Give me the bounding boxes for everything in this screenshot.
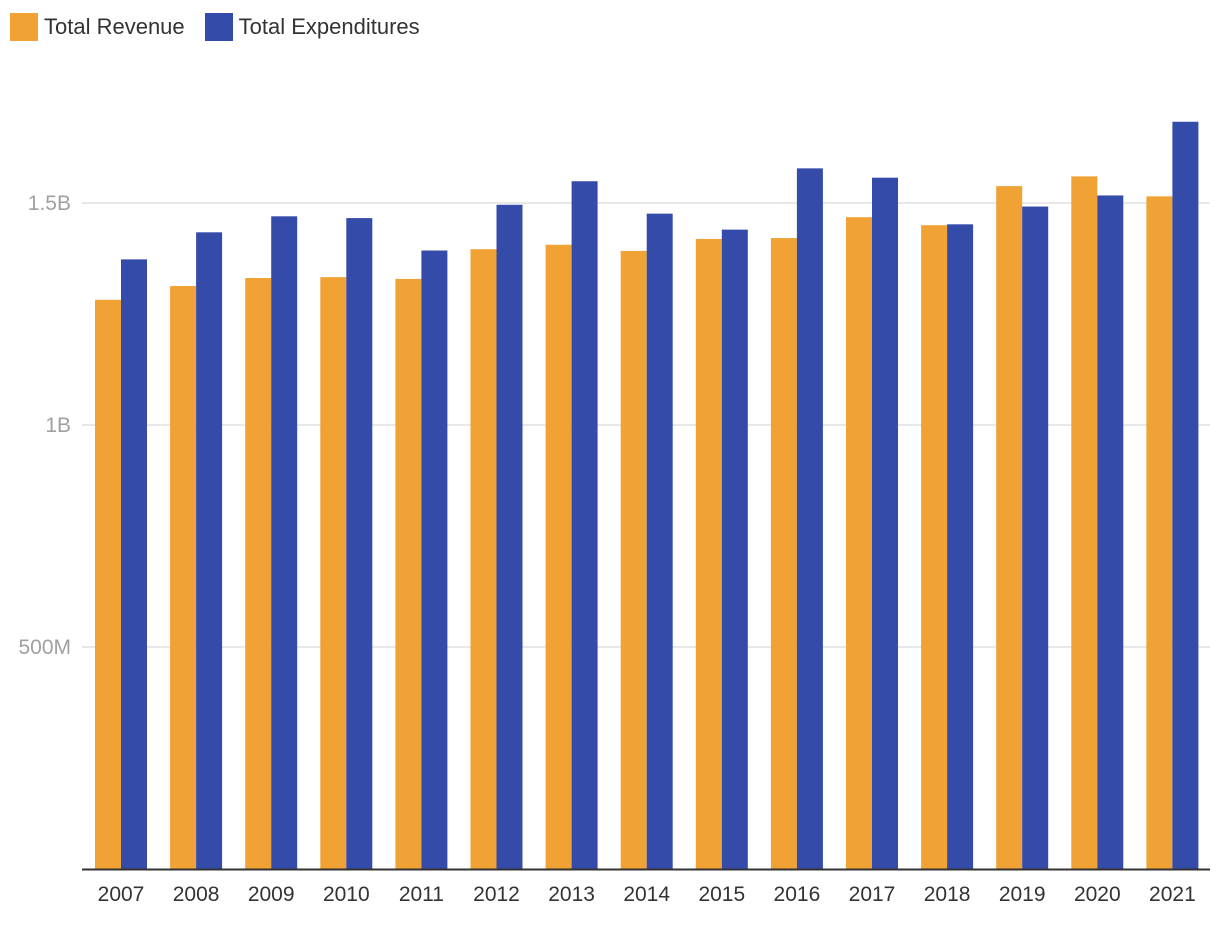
- bar-total-revenue-2018[interactable]: [921, 225, 948, 869]
- bars: [95, 121, 1199, 870]
- x-axis-tick-labels: 2007 2008 2009 2010 2011 2012 2013 2014 2015 2016…: [98, 883, 1196, 906]
- bar-total-revenue-2020[interactable]: [1071, 176, 1098, 870]
- x-tick-label-2007: 2007: [98, 883, 145, 906]
- bar-total-revenue-2011[interactable]: [395, 278, 422, 869]
- bar-total-revenue-2012[interactable]: [470, 249, 497, 869]
- legend-swatch-total-revenue: [10, 13, 38, 41]
- x-tick-label-2012: 2012: [473, 883, 520, 906]
- y-tick-label-500m: 500M: [18, 636, 71, 659]
- bar-total-revenue-2008[interactable]: [170, 286, 197, 869]
- y-tick-label-1b: 1B: [45, 414, 71, 437]
- bar-total-expenditures-2017[interactable]: [872, 177, 898, 869]
- bar-total-expenditures-2013[interactable]: [571, 181, 598, 869]
- legend-swatch-total-expenditures: [204, 13, 233, 41]
- bar-total-revenue-2016[interactable]: [770, 238, 797, 870]
- legend-label-total-revenue: Total Revenue: [44, 14, 185, 39]
- x-tick-label-2015: 2015: [698, 883, 745, 906]
- x-tick-label-2016: 2016: [774, 883, 821, 906]
- x-tick-label-2014: 2014: [623, 883, 670, 906]
- bar-total-revenue-2013[interactable]: [545, 244, 572, 870]
- bar-total-expenditures-2014[interactable]: [646, 213, 673, 869]
- bar-total-revenue-2009[interactable]: [245, 278, 272, 869]
- x-tick-label-2021: 2021: [1149, 883, 1196, 906]
- bar-total-revenue-2015[interactable]: [695, 238, 722, 870]
- x-tick-label-2011: 2011: [399, 883, 444, 906]
- x-tick-label-2008: 2008: [173, 883, 220, 906]
- bar-total-revenue-2014[interactable]: [620, 250, 647, 869]
- legend-label-total-expenditures: Total Expenditures: [238, 14, 420, 39]
- bar-total-expenditures-2010[interactable]: [346, 218, 373, 869]
- bar-total-expenditures-2018[interactable]: [947, 224, 974, 869]
- bar-total-expenditures-2016[interactable]: [796, 168, 823, 870]
- bar-total-expenditures-2020[interactable]: [1097, 195, 1124, 869]
- x-tick-label-2010: 2010: [323, 883, 370, 906]
- bar-total-expenditures-2009[interactable]: [271, 216, 298, 869]
- x-tick-label-2020: 2020: [1074, 883, 1121, 906]
- y-tick-label-1-5b: 1.5B: [28, 192, 71, 215]
- bar-total-expenditures-2011[interactable]: [421, 250, 448, 869]
- bar-total-expenditures-2012[interactable]: [496, 204, 523, 869]
- bar-total-expenditures-2019[interactable]: [1022, 206, 1049, 869]
- bar-total-expenditures-2007[interactable]: [121, 259, 147, 869]
- bar-total-expenditures-2021[interactable]: [1172, 121, 1199, 870]
- x-tick-label-2017: 2017: [849, 883, 896, 906]
- bar-total-revenue-2017[interactable]: [846, 217, 872, 869]
- y-axis-tick-labels: 500M 1B 1.5B: [18, 192, 71, 659]
- bar-total-expenditures-2015[interactable]: [721, 229, 748, 869]
- x-tick-label-2009: 2009: [248, 883, 295, 906]
- legend-item-total-revenue[interactable]: Total Revenue: [10, 13, 185, 41]
- legend: Total Revenue Total Expenditures: [10, 11, 440, 43]
- x-tick-label-2018: 2018: [924, 883, 971, 906]
- bar-total-revenue-2010[interactable]: [320, 277, 347, 869]
- bar-total-revenue-2019[interactable]: [996, 186, 1023, 870]
- x-tick-label-2013: 2013: [548, 883, 595, 906]
- legend-item-total-expenditures[interactable]: Total Expenditures: [204, 13, 420, 41]
- x-tick-label-2019: 2019: [999, 883, 1046, 906]
- bar-total-expenditures-2008[interactable]: [196, 232, 223, 869]
- bar-total-revenue-2021[interactable]: [1146, 196, 1173, 870]
- bar-total-revenue-2007[interactable]: [95, 299, 121, 869]
